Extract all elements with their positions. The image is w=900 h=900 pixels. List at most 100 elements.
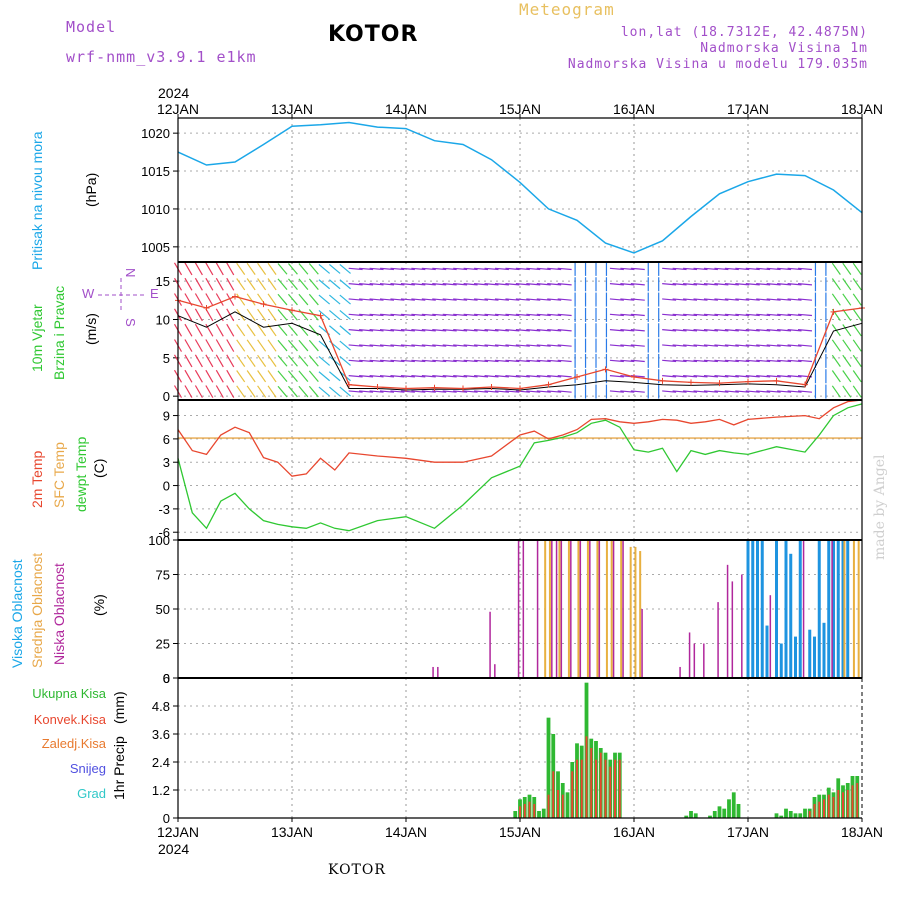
wind-arrow — [630, 344, 645, 347]
cloud-bar — [589, 540, 591, 678]
wind-speed-marker — [631, 374, 637, 380]
wind-arrow — [184, 354, 193, 368]
bottom-date-label: 16JAN — [613, 824, 655, 840]
cloud-bar — [558, 540, 561, 678]
wind-arrow — [184, 277, 193, 291]
cloud-bar — [605, 540, 608, 678]
wind-arrow — [236, 278, 246, 291]
wind-arrow — [421, 359, 436, 363]
wind-arrow — [329, 294, 341, 305]
wind-arrow — [226, 323, 235, 337]
wind-arrow — [505, 375, 520, 378]
wind-arrow — [766, 283, 781, 286]
wind-arrow — [515, 344, 530, 347]
wind-arrow — [557, 329, 572, 332]
wind-arrow — [515, 375, 530, 378]
wind-arrow — [494, 267, 509, 271]
wind-arrow — [287, 278, 298, 290]
wind-arrow — [557, 375, 572, 378]
wind-arrow — [630, 359, 645, 363]
cloud-bar — [598, 540, 601, 678]
top-date-label: 17JAN — [727, 101, 769, 117]
wind-arrow — [453, 344, 468, 347]
wind-arrow — [672, 298, 687, 301]
wind-arrow — [672, 359, 687, 363]
wind-arrow — [339, 263, 351, 274]
wind-arrow — [215, 293, 224, 306]
wind-arrow — [745, 313, 760, 317]
wind-arrow — [852, 262, 862, 275]
wind-arrow — [526, 390, 541, 393]
wind-arrow — [379, 283, 395, 286]
cloud-bar — [579, 540, 582, 678]
wind-arrow — [662, 375, 677, 378]
wind-arrow — [745, 329, 760, 332]
wind-arrow — [672, 329, 687, 332]
wind-arrow — [246, 324, 256, 337]
wind-arrow — [463, 390, 478, 393]
precip-total-bar — [722, 808, 727, 818]
precip-legend-item: Zaledj.Kisa — [42, 736, 107, 751]
wind-arrow — [257, 262, 267, 275]
y-tick-label: 75 — [156, 568, 170, 583]
wind-arrow — [205, 277, 214, 291]
wind-arrow — [421, 313, 436, 317]
bottom-date-label: 13JAN — [271, 824, 313, 840]
wind-arrow — [257, 324, 267, 337]
bottom-date-label: 14JAN — [385, 824, 427, 840]
wind-arrow — [257, 308, 267, 321]
wind-arrow — [308, 355, 319, 367]
cloud-bar — [536, 540, 539, 678]
wind-arrow — [474, 359, 489, 363]
top-date-label: 13JAN — [271, 101, 313, 117]
wind-unit: (m/s) — [83, 313, 99, 345]
wind-arrow — [777, 359, 792, 363]
y-tick-label: 4.8 — [152, 699, 170, 714]
wind-arrow — [194, 385, 203, 398]
cloud-bar — [784, 540, 788, 678]
wind-arrow — [724, 313, 739, 317]
precip-label: 1hr Precip — [111, 736, 127, 800]
lonlat-label: lon,lat (18.7312E, 42.4875N) — [620, 25, 868, 40]
wind-arrow — [745, 390, 760, 393]
wind-arrow — [277, 263, 288, 275]
wind-arrow — [359, 298, 374, 301]
cloud-bar — [756, 540, 759, 678]
wind-arrow — [421, 298, 436, 301]
wind-speed-marker — [745, 378, 751, 385]
wind-arrow — [215, 339, 224, 352]
wind-speed-marker — [802, 381, 808, 388]
cloud-bar — [688, 632, 691, 678]
wind-speed-marker — [659, 377, 666, 384]
wind-arrow — [831, 354, 841, 367]
y-tick-label: -3 — [158, 502, 170, 517]
wind-arrow — [308, 293, 319, 306]
cloud-bar — [634, 546, 637, 678]
wind-arrow — [620, 283, 635, 286]
wind-arrow — [505, 313, 520, 317]
wind-arrow — [329, 309, 341, 320]
wind-arrow — [359, 283, 374, 286]
wind-arrow — [735, 375, 750, 378]
wind-arrow — [505, 298, 520, 301]
wind-arrow — [205, 354, 214, 368]
wind-arrow — [339, 355, 351, 366]
wind-arrow — [463, 375, 478, 378]
wind-arrow — [735, 344, 750, 347]
wind-arrow — [714, 267, 729, 271]
wind-arrow — [609, 329, 624, 332]
top-date-label: 18JAN — [841, 101, 883, 117]
wind-arrow — [287, 324, 298, 336]
y-tick-label: -6 — [158, 525, 170, 540]
wind-arrow — [526, 344, 541, 347]
cloud-bar — [760, 540, 764, 678]
wind-arrow — [693, 390, 708, 393]
wind-arrow — [379, 375, 395, 378]
axes-frame — [177, 114, 863, 822]
wind-arrow — [277, 339, 288, 352]
wind-speed-marker — [346, 381, 352, 388]
wind-arrow — [421, 267, 436, 271]
precip-total-bar — [793, 813, 798, 818]
wind-arrow — [662, 298, 677, 301]
